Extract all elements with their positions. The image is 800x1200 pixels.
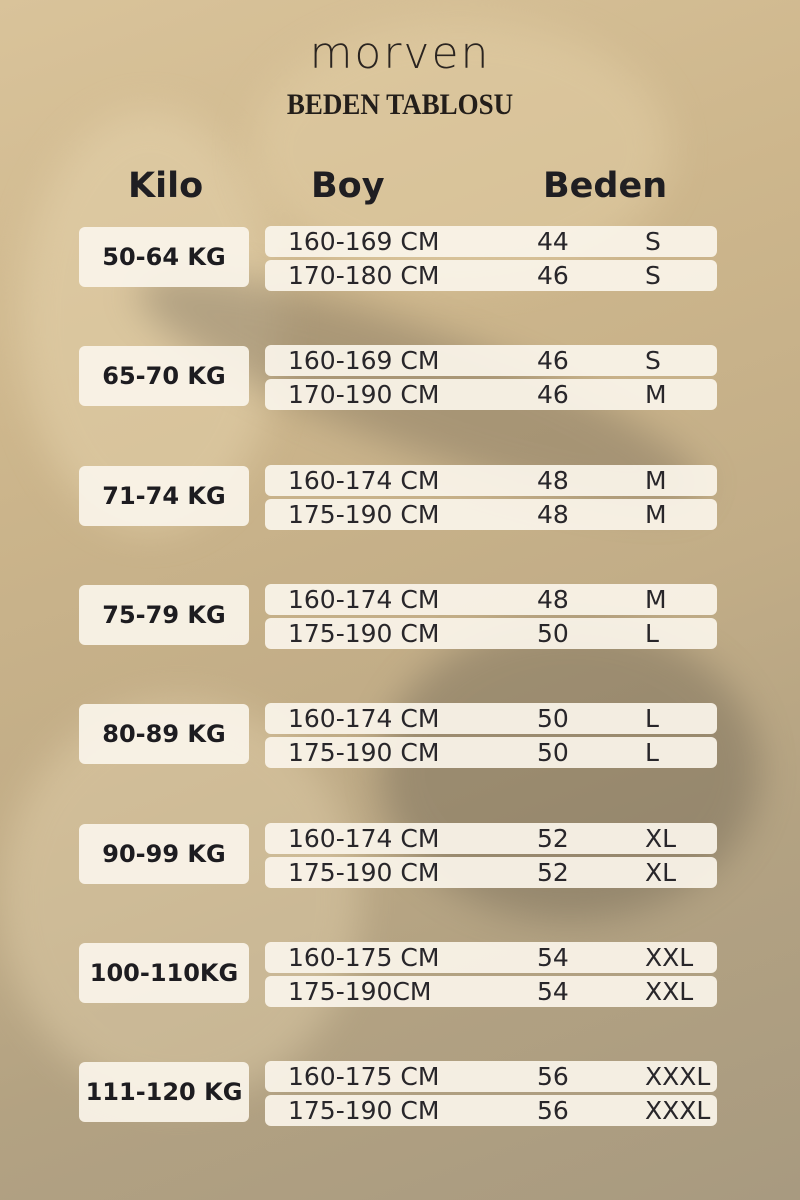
size-letter: S — [645, 227, 661, 256]
kilo-range: 90-99 KG — [79, 823, 249, 884]
height-range: 160-175 CM — [288, 1062, 440, 1092]
size-group: 75-79 KG 160-174 CM 48 M 175-190 CM 50 L — [0, 583, 800, 653]
size-letter: L — [645, 738, 659, 768]
size-number: 48 — [537, 584, 569, 614]
size-group: 50-64 KG 160-169 CM 44 S 170-180 CM 46 S — [0, 225, 800, 295]
size-number: 46 — [537, 261, 569, 290]
size-letter: L — [645, 704, 659, 734]
size-letter: L — [645, 618, 659, 648]
size-group: 90-99 KG 160-174 CM 52 XL 175-190 CM 52 … — [0, 822, 800, 892]
kilo-range: 50-64 KG — [79, 227, 249, 287]
height-range: 160-174 CM — [288, 704, 440, 734]
size-letter: S — [645, 261, 661, 290]
table-row: 160-169 CM 46 S — [265, 345, 717, 377]
size-number: 54 — [537, 942, 569, 972]
size-number: 46 — [537, 380, 569, 410]
size-number: 48 — [537, 465, 569, 495]
size-letter: XXXL — [645, 1096, 711, 1126]
size-number: 56 — [537, 1096, 569, 1126]
size-letter: M — [645, 465, 667, 495]
height-range: 175-190 CM — [288, 738, 440, 768]
height-range: 170-180 CM — [288, 261, 440, 290]
kilo-range: 75-79 KG — [79, 584, 249, 645]
background-shape — [20, 110, 280, 530]
size-number: 52 — [537, 823, 569, 853]
height-range: 160-169 CM — [288, 227, 440, 256]
header-beden: Beden — [543, 166, 668, 206]
size-letter: S — [645, 346, 661, 376]
header-kilo: Kilo — [128, 166, 204, 206]
height-range: 160-169 CM — [288, 346, 440, 376]
table-row: 175-190 CM 50 L — [265, 617, 717, 649]
height-range: 160-174 CM — [288, 465, 440, 495]
size-number: 44 — [537, 227, 569, 256]
height-range: 175-190 CM — [288, 1096, 440, 1126]
kilo-range: 80-89 KG — [79, 704, 249, 765]
table-row: 160-174 CM 48 M — [265, 464, 717, 496]
table-row: 170-180 CM 46 S — [265, 260, 717, 291]
height-range: 160-175 CM — [288, 942, 440, 972]
size-number: 54 — [537, 976, 569, 1006]
height-range: 175-190 CM — [288, 499, 440, 529]
size-group: 111-120 KG 160-175 CM 56 XXXL 175-190 CM… — [0, 1060, 800, 1130]
kilo-range: 111-120 KG — [79, 1062, 249, 1123]
table-row: 160-174 CM 52 XL — [265, 822, 717, 854]
height-range: 160-174 CM — [288, 823, 440, 853]
table-row: 175-190 CM 52 XL — [265, 856, 717, 888]
size-group: 65-70 KG 160-169 CM 46 S 170-190 CM 46 M — [0, 344, 800, 414]
size-number: 50 — [537, 704, 569, 734]
size-group: 100-110KG 160-175 CM 54 XXL 175-190CM 54… — [0, 941, 800, 1011]
size-letter: M — [645, 499, 667, 529]
size-number: 46 — [537, 346, 569, 376]
size-letter: M — [645, 584, 667, 614]
size-letter: M — [645, 380, 667, 410]
table-row: 160-174 CM 50 L — [265, 703, 717, 735]
table-row: 175-190 CM 50 L — [265, 737, 717, 769]
kilo-range: 71-74 KG — [79, 465, 249, 526]
size-number: 56 — [537, 1062, 569, 1092]
kilo-range: 65-70 KG — [79, 346, 249, 407]
table-row: 175-190 CM 48 M — [265, 498, 717, 530]
size-letter: XXXL — [645, 1062, 711, 1092]
table-row: 160-175 CM 56 XXXL — [265, 1061, 717, 1093]
height-range: 175-190 CM — [288, 857, 440, 887]
size-group: 80-89 KG 160-174 CM 50 L 175-190 CM 50 L — [0, 702, 800, 772]
table-row: 160-174 CM 48 M — [265, 583, 717, 615]
page-title: BEDEN TABLOSU — [286, 88, 514, 121]
table-row: 175-190 CM 56 XXXL — [265, 1095, 717, 1127]
size-number: 50 — [537, 618, 569, 648]
size-number: 48 — [537, 499, 569, 529]
size-number: 50 — [537, 738, 569, 768]
table-row: 160-169 CM 44 S — [265, 226, 717, 257]
size-letter: XXL — [645, 942, 694, 972]
table-row: 160-175 CM 54 XXL — [265, 941, 717, 973]
size-number: 52 — [537, 857, 569, 887]
height-range: 170-190 CM — [288, 380, 440, 410]
table-row: 175-190CM 54 XXL — [265, 975, 717, 1007]
height-range: 175-190 CM — [288, 618, 440, 648]
size-letter: XXL — [645, 976, 694, 1006]
table-row: 170-190 CM 46 M — [265, 379, 717, 411]
size-letter: XL — [645, 857, 677, 887]
header-boy: Boy — [311, 166, 385, 206]
size-group: 71-74 KG 160-174 CM 48 M 175-190 CM 48 M — [0, 464, 800, 534]
kilo-range: 100-110KG — [79, 942, 249, 1003]
height-range: 160-174 CM — [288, 584, 440, 614]
height-range: 175-190CM — [288, 976, 432, 1006]
brand-logo: morven — [309, 28, 491, 79]
size-letter: XL — [645, 823, 677, 853]
